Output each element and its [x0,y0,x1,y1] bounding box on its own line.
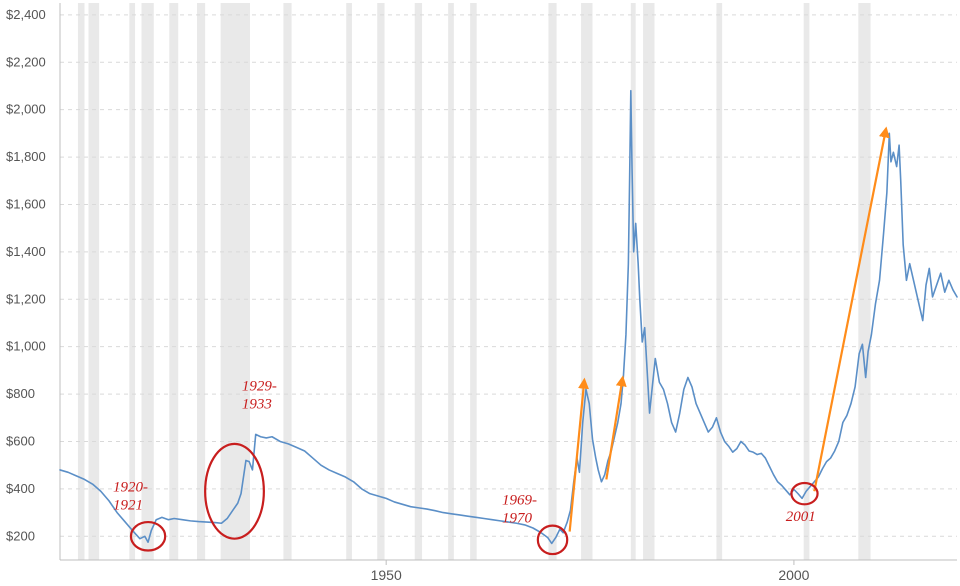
annotation-label: 1920- [113,479,148,495]
annotation-label: 1929- [242,379,277,395]
recession-band [858,3,870,560]
y-tick-label: $2,200 [6,54,46,69]
price-chart: $200 $400 $600 $800 $1,000 $1,200 $1,400 $1,600… [0,0,960,586]
y-tick-label: $800 [6,386,35,401]
recession-band [89,3,100,560]
y-tick-label: $400 [6,481,35,496]
y-tick-label: $1,200 [6,291,46,306]
recession-band [581,3,592,560]
recession-band [142,3,154,560]
recession-band [415,3,422,560]
recession-band [169,3,178,560]
y-tick-label: $200 [6,528,35,543]
recession-band [643,3,654,560]
y-tick-label: $1,000 [6,339,46,354]
recession-band [548,3,556,560]
recession-band [221,3,250,560]
annotation-label: 2001 [786,509,816,525]
y-tick-label: $1,800 [6,149,46,164]
annotation-label: 1933 [242,397,272,413]
annotation-label: 1969- [502,492,537,508]
recession-band [804,3,810,560]
annotation-label: 1970 [502,510,532,526]
x-tick-label: 1950 [371,567,402,583]
recession-band [283,3,291,560]
recession-band [631,3,636,560]
y-tick-label: $2,400 [6,7,46,22]
y-tick-label: $1,600 [6,196,46,211]
recession-band [197,3,205,560]
recession-band [129,3,135,560]
recession-band [470,3,477,560]
y-tick-label: $1,400 [6,244,46,259]
recession-band [377,3,384,560]
recession-band [716,3,722,560]
y-tick-label: $600 [6,433,35,448]
y-tick-label: $2,000 [6,102,46,117]
recession-band [448,3,454,560]
x-tick-label: 2000 [778,567,809,583]
recession-band [346,3,352,560]
annotation-label: 1921 [113,497,143,513]
